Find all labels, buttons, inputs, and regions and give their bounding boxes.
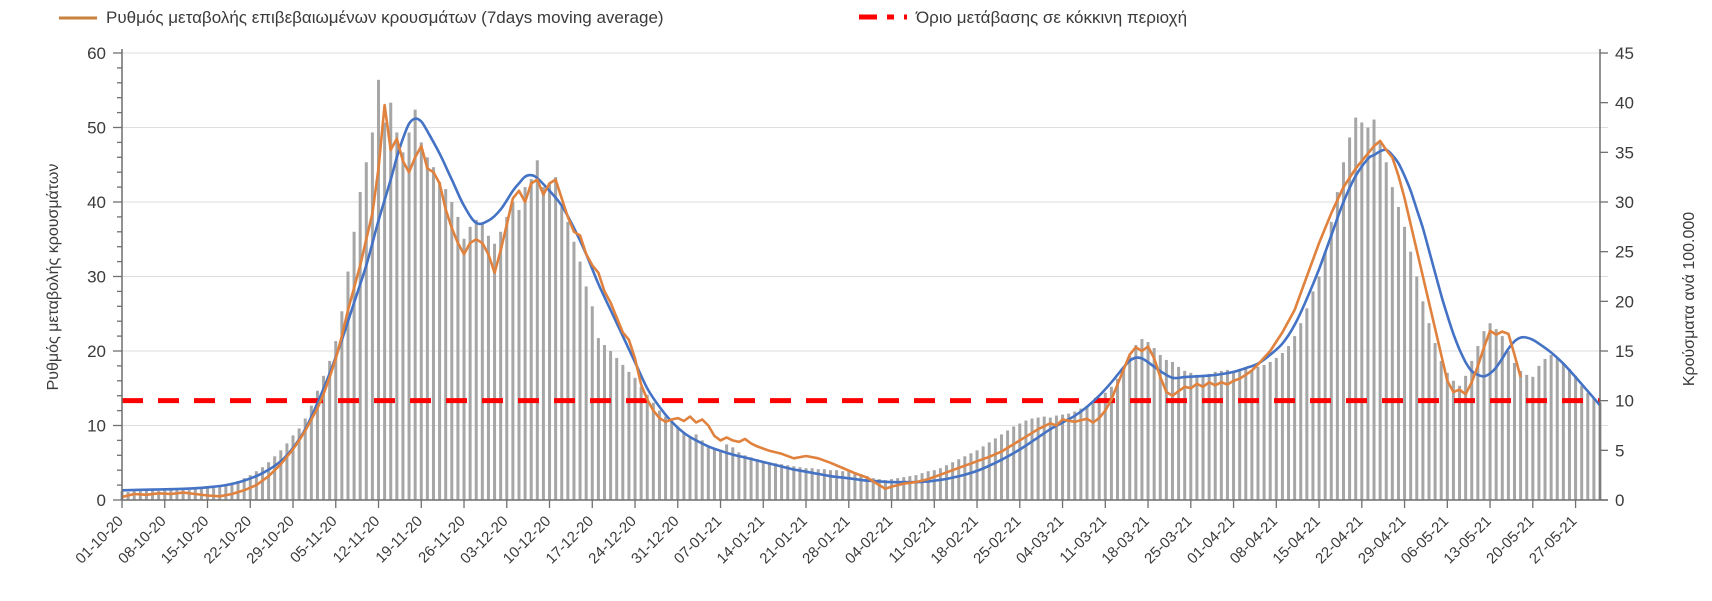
svg-text:0: 0 (1615, 491, 1624, 510)
svg-text:60: 60 (87, 44, 106, 63)
svg-text:27-05-21: 27-05-21 (1526, 513, 1580, 567)
svg-text:20: 20 (1615, 292, 1634, 311)
svg-text:50: 50 (87, 119, 106, 138)
svg-text:40: 40 (87, 193, 106, 212)
svg-text:30: 30 (1615, 193, 1634, 212)
svg-text:15: 15 (1615, 342, 1634, 361)
svg-text:10: 10 (87, 417, 106, 436)
svg-text:35: 35 (1615, 143, 1634, 162)
svg-text:45: 45 (1615, 44, 1634, 63)
legend-label-threshold: Όριο μετάβασης σε κόκκινη περιοχή (916, 8, 1188, 27)
orange-line-legend-marker (58, 8, 98, 28)
svg-text:40: 40 (1615, 94, 1634, 113)
svg-text:10: 10 (1615, 392, 1634, 411)
svg-text:5: 5 (1615, 441, 1624, 460)
svg-text:0: 0 (97, 491, 106, 510)
svg-text:20: 20 (87, 342, 106, 361)
svg-text:29-10-20: 29-10-20 (243, 513, 297, 567)
svg-text:04-03-21: 04-03-21 (1013, 513, 1067, 567)
chart-legend: Ρυθμός μεταβολής επιβεβαιωμένων κρουσμάτ… (0, 4, 1712, 34)
red-dashed-legend-marker (858, 8, 908, 28)
svg-text:25: 25 (1615, 243, 1634, 262)
legend-item-moving-average: Ρυθμός μεταβολής επιβεβαιωμένων κρουσμάτ… (58, 4, 664, 32)
legend-label-moving-average: Ρυθμός μεταβολής επιβεβαιωμένων κρουσμάτ… (106, 8, 664, 27)
legend-item-threshold: Όριο μετάβασης σε κόκκινη περιοχή (858, 4, 1187, 32)
svg-text:30: 30 (87, 268, 106, 287)
svg-text:04-02-21: 04-02-21 (842, 513, 896, 567)
